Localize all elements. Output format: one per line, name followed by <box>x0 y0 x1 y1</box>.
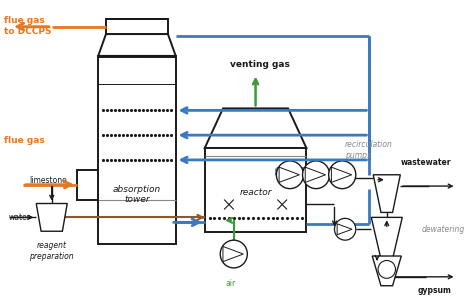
Polygon shape <box>373 175 401 213</box>
Text: reagent
preparation: reagent preparation <box>29 241 74 261</box>
Polygon shape <box>205 108 306 148</box>
Text: limestone: limestone <box>29 176 67 185</box>
Text: gypsum: gypsum <box>418 286 452 295</box>
Circle shape <box>302 161 329 189</box>
Polygon shape <box>98 56 176 244</box>
Polygon shape <box>372 256 401 286</box>
Circle shape <box>335 218 356 240</box>
Polygon shape <box>337 224 352 235</box>
Circle shape <box>328 161 356 189</box>
Polygon shape <box>331 167 352 182</box>
Text: wastewater: wastewater <box>401 158 452 167</box>
Bar <box>99 58 175 84</box>
Text: reactor: reactor <box>239 188 272 197</box>
Circle shape <box>378 260 395 278</box>
Bar <box>77 170 98 200</box>
Text: dewatering: dewatering <box>422 225 465 234</box>
Polygon shape <box>371 217 402 259</box>
Text: recirculation
pumps: recirculation pumps <box>345 140 393 160</box>
Text: flue gas: flue gas <box>4 135 45 144</box>
Text: flue gas
to DCCPS: flue gas to DCCPS <box>4 17 52 36</box>
Polygon shape <box>305 167 326 182</box>
Circle shape <box>276 161 303 189</box>
Text: absorption
tower: absorption tower <box>113 185 161 204</box>
Text: venting gas: venting gas <box>230 60 291 69</box>
Polygon shape <box>36 203 67 231</box>
Text: air: air <box>226 279 236 288</box>
Text: water: water <box>9 213 31 222</box>
Polygon shape <box>279 167 300 182</box>
Polygon shape <box>98 34 176 56</box>
Polygon shape <box>223 247 243 262</box>
Circle shape <box>220 240 247 268</box>
Bar <box>106 19 168 34</box>
Bar <box>205 148 306 232</box>
